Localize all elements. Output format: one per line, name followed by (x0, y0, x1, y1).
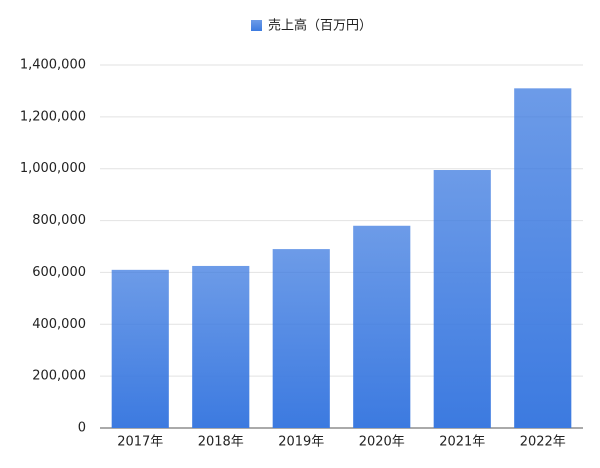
bar (272, 249, 330, 428)
y-tick-label: 0 (78, 421, 86, 436)
x-tick-label: 2022年 (520, 435, 566, 450)
x-tick-label: 2018年 (198, 435, 244, 450)
bar (192, 265, 250, 428)
legend-label: 売上高（百万円） (268, 18, 372, 34)
y-tick-label: 1,200,000 (20, 109, 86, 124)
x-tick-label: 2017年 (117, 435, 163, 450)
bar (433, 170, 491, 428)
y-tick-label: 1,400,000 (20, 58, 86, 73)
y-tick-label: 200,000 (32, 369, 86, 384)
x-tick-label: 2019年 (278, 435, 324, 450)
x-tick-label: 2020年 (359, 435, 405, 450)
x-tick-label: 2021年 (439, 435, 485, 450)
y-tick-label: 600,000 (32, 265, 86, 280)
bar (353, 225, 411, 428)
legend-swatch (251, 20, 262, 31)
bar (514, 88, 572, 428)
y-tick-label: 1,000,000 (20, 161, 86, 176)
y-tick-label: 400,000 (32, 317, 86, 332)
y-tick-label: 800,000 (32, 213, 86, 228)
bar (111, 269, 169, 428)
